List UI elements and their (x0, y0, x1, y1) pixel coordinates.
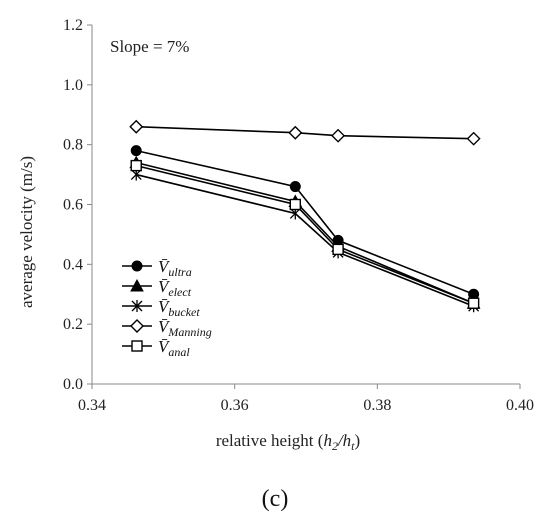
data-point (288, 125, 303, 140)
data-point (289, 181, 301, 193)
x-tick-label: 0.36 (221, 397, 249, 414)
series-line (136, 161, 474, 304)
legend-label: V̄Manning (158, 317, 212, 339)
legend-marker (131, 300, 143, 312)
legend-marker (131, 340, 143, 352)
y-axis-title: average velocity (m/s) (17, 156, 36, 308)
y-tick-label: 0.2 (63, 316, 83, 333)
data-point (466, 131, 481, 146)
y-tick-label: 0.4 (63, 256, 83, 273)
series-line (136, 149, 474, 295)
data-point (331, 128, 346, 143)
slope-annotation: Slope = 7% (110, 37, 189, 56)
legend-item-ultra: V̄ultra (122, 257, 192, 279)
legend-label: V̄ultra (158, 257, 192, 279)
series-layer (129, 119, 481, 313)
series-anal (130, 159, 480, 309)
series-ultra (130, 145, 480, 300)
data-point (130, 145, 142, 157)
y-tick-label: 0.8 (63, 137, 83, 154)
data-point (467, 297, 480, 309)
data-point (289, 198, 301, 211)
legend-item-elect: V̄elect (122, 277, 192, 299)
legend-label: V̄anal (158, 337, 190, 359)
y-tick-label: 1.0 (63, 77, 83, 94)
data-point (130, 159, 142, 172)
data-point (332, 243, 344, 256)
series-line (136, 125, 474, 140)
panel-label: (c) (262, 486, 289, 512)
x-tick-label: 0.40 (506, 397, 534, 414)
series-line (136, 173, 474, 307)
series-manning (129, 119, 481, 146)
series-line (136, 164, 474, 304)
legend-label: V̄bucket (158, 297, 200, 319)
x-axis-title: relative height (h2/ht) (216, 431, 360, 453)
legend-marker (130, 278, 144, 292)
y-tick-label: 0.6 (63, 197, 83, 214)
axes: 0.0 0.2 0.4 0.6 0.8 1.0 1.2 0.34 0.36 0.38 0.40 (63, 17, 534, 414)
legend-marker (130, 319, 144, 333)
legend-item-anal: V̄anal (122, 337, 190, 359)
x-tick-label: 0.38 (363, 397, 391, 414)
legend-marker (131, 260, 143, 272)
legend-label: V̄elect (158, 277, 192, 299)
x-tick-label: 0.34 (78, 397, 106, 414)
data-point (129, 119, 144, 134)
y-tick-label: 1.2 (63, 17, 83, 34)
legend-item-bucket: V̄bucket (122, 297, 200, 319)
legend-item-manning: V̄Manning (122, 317, 212, 339)
y-tick-label: 0.0 (63, 376, 83, 393)
